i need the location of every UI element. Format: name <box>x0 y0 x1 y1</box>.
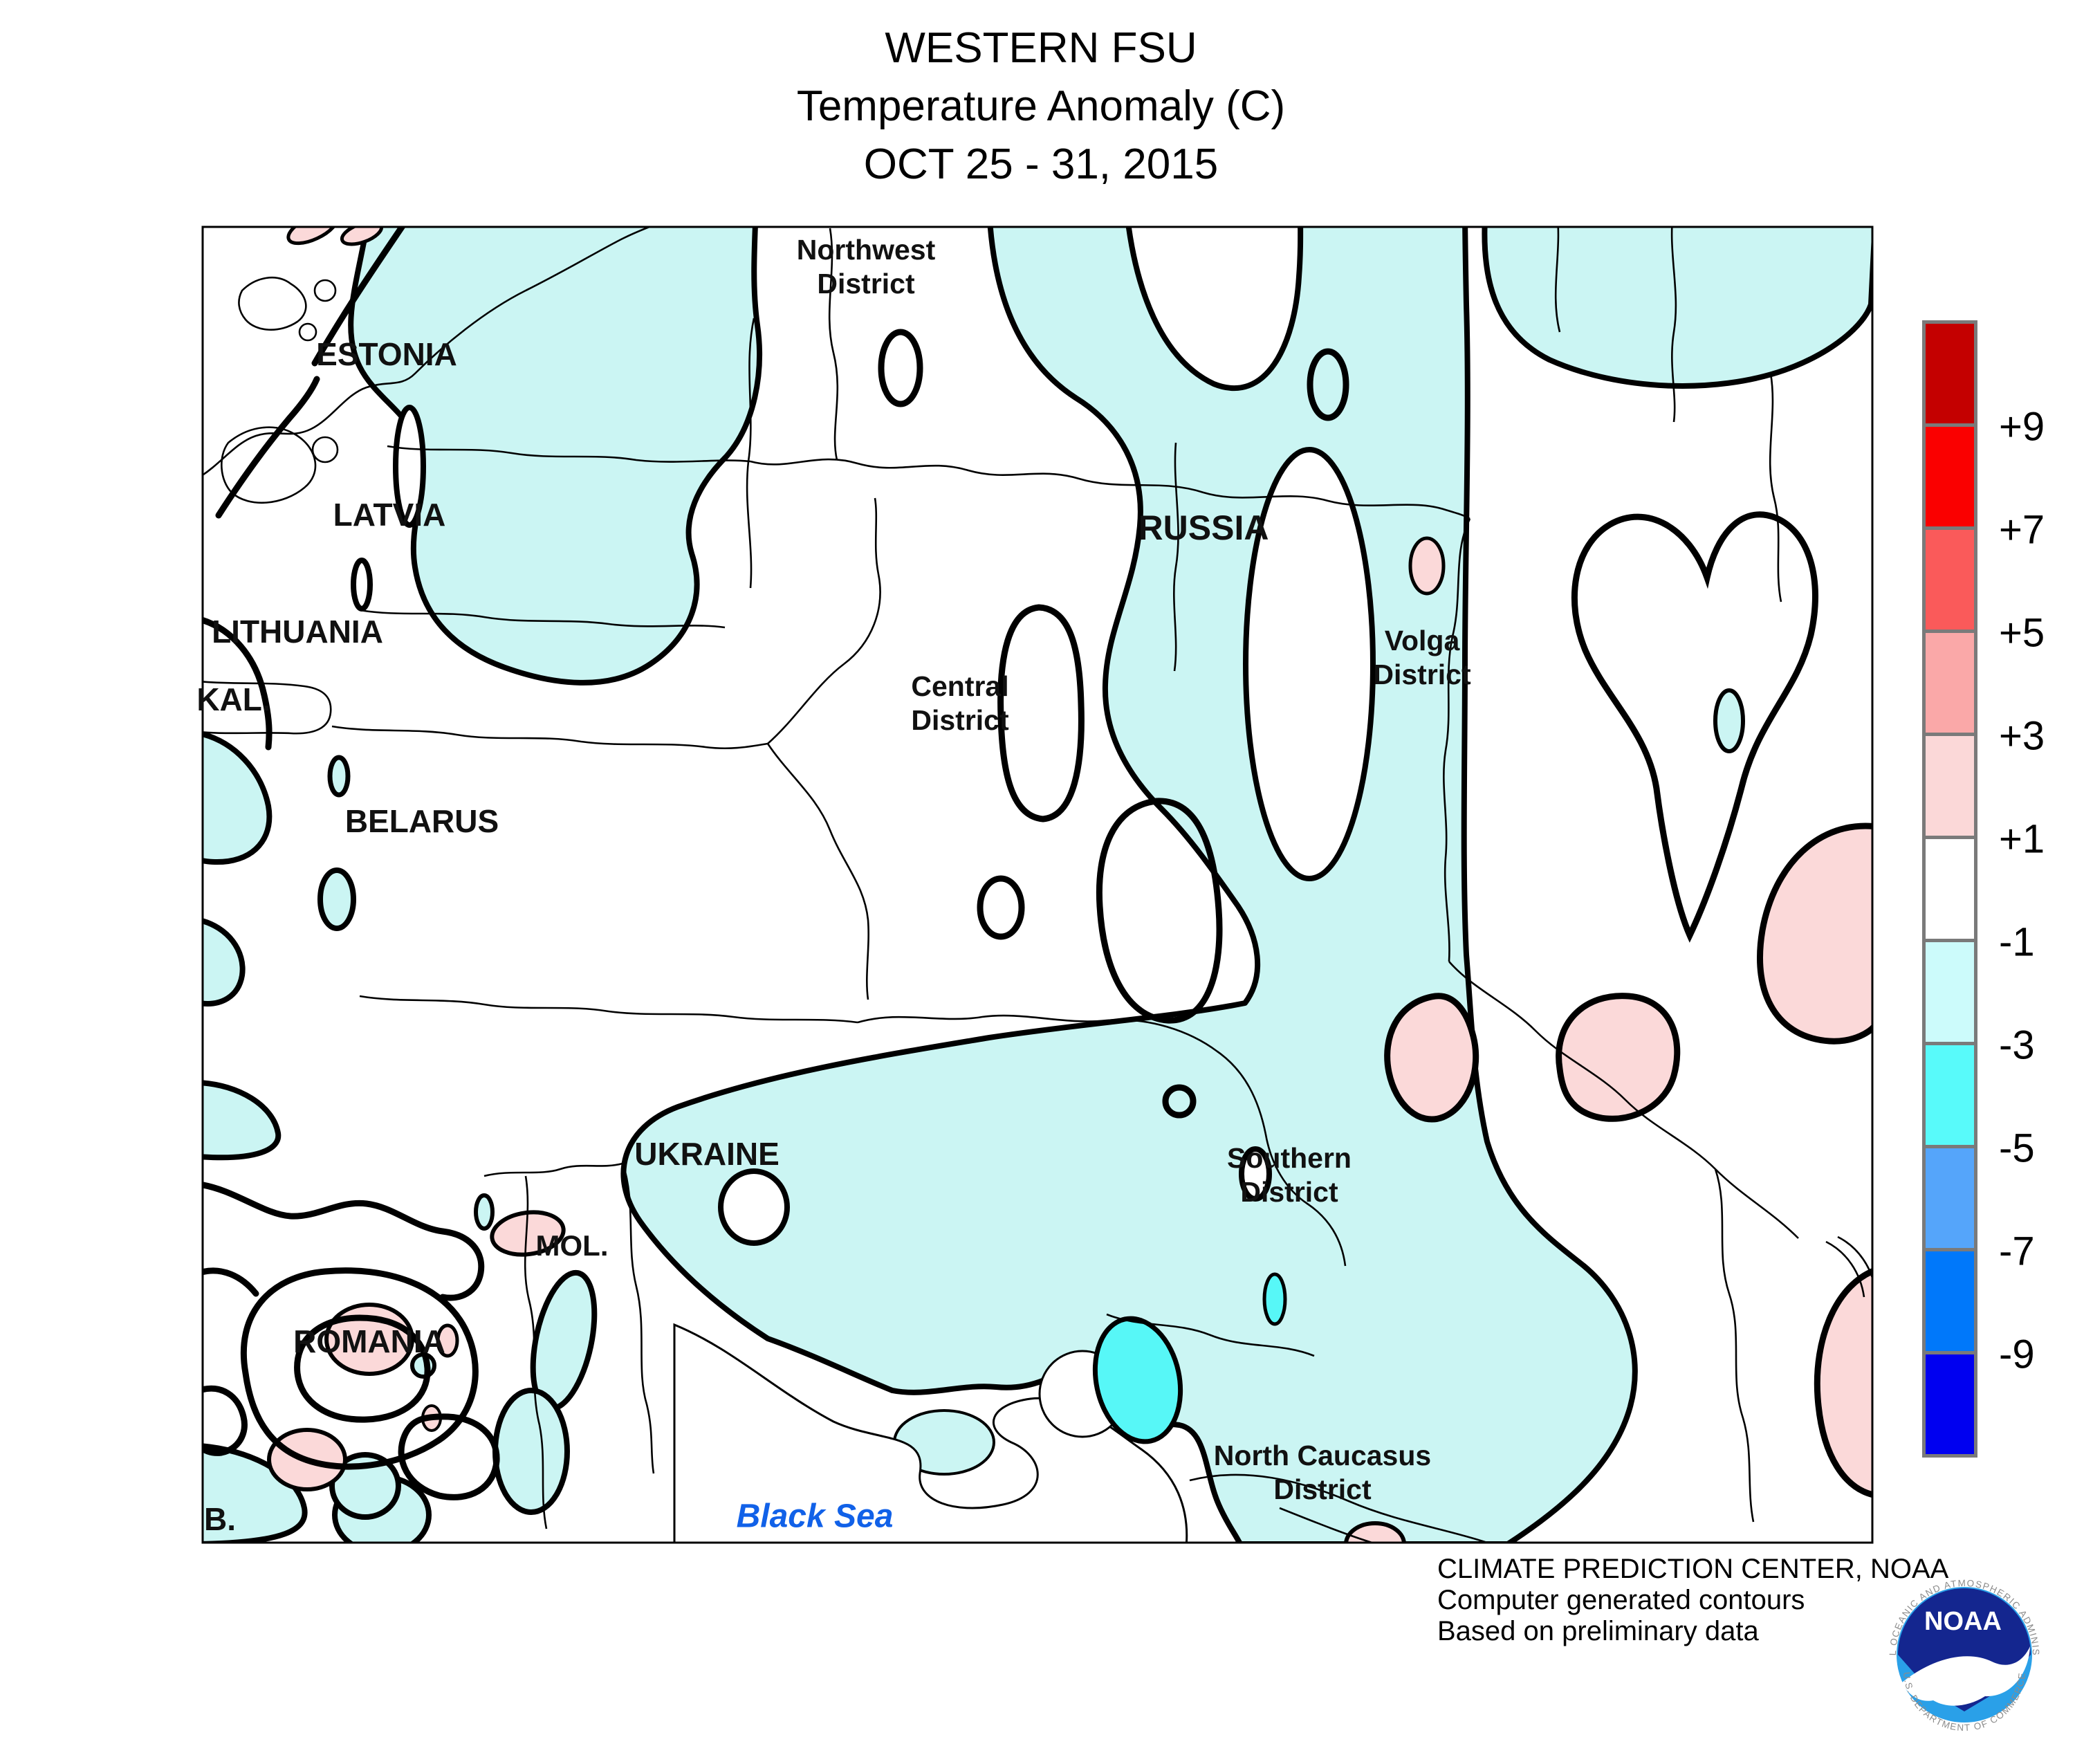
cold-anomaly-regions <box>203 227 1872 1543</box>
title-line-variable: Temperature Anomaly (C) <box>796 82 1286 130</box>
legend-tick: +1 <box>1999 816 2045 862</box>
credits-block: CLIMATE PREDICTION CENTER, NOAA Computer… <box>1437 1554 1948 1647</box>
map-frame <box>201 226 1874 1544</box>
title-line-region: WESTERN FSU <box>885 24 1197 72</box>
label-romania: ROMANIA <box>293 1323 445 1359</box>
label-latvia: LATVIA <box>333 497 446 533</box>
political-borders <box>203 227 1872 1543</box>
page-title: WESTERN FSU Temperature Anomaly (C) OCT … <box>797 19 1285 194</box>
legend-box <box>1926 530 1974 630</box>
label-central-district: Central District <box>911 670 1009 736</box>
legend-box <box>1926 1148 1974 1248</box>
label-northwest-district: Northwest District <box>796 234 936 300</box>
label-north-caucasus-district: North Caucasus District <box>1213 1440 1432 1505</box>
legend-tick: +3 <box>1999 713 2045 759</box>
label-estonia: ESTONIA <box>316 336 457 372</box>
label-kaliningrad: KAL. <box>196 681 271 717</box>
legend-tick: +9 <box>1999 404 2045 450</box>
legend-tick: -1 <box>1999 919 2035 965</box>
legend-tick: -3 <box>1999 1022 2035 1068</box>
legend-box <box>1926 633 1974 733</box>
label-bulgaria: B. <box>204 1501 236 1537</box>
legend-tick: +5 <box>1999 610 2045 656</box>
credits-line-source: CLIMATE PREDICTION CENTER, NOAA <box>1437 1554 1949 1584</box>
credits-line-method: Computer generated contours <box>1437 1585 1805 1615</box>
legend-tick: +7 <box>1999 507 2045 553</box>
label-belarus: BELARUS <box>344 803 499 839</box>
zero-contour-loops <box>203 227 1818 1500</box>
label-ukraine: UKRAINE <box>634 1136 780 1172</box>
legend-box <box>1926 427 1974 526</box>
legend-box <box>1926 942 1974 1042</box>
legend-box <box>1926 839 1974 939</box>
label-black-sea: Black Sea <box>736 1498 894 1535</box>
credits-line-caveat: Based on preliminary data <box>1437 1616 1759 1646</box>
label-moldova: MOL. <box>535 1229 609 1262</box>
legend-box <box>1926 1354 1974 1454</box>
legend-box <box>1926 324 1974 423</box>
legend-box <box>1926 736 1974 836</box>
legend-box <box>1926 1251 1974 1351</box>
anomaly-color-scale <box>1922 320 1977 1458</box>
noaa-logo-text: NOAA <box>1924 1607 2002 1636</box>
legend-box <box>1926 1045 1974 1145</box>
legend-tick: -9 <box>1999 1332 2035 1377</box>
label-southern-district: Southern District <box>1227 1142 1352 1208</box>
legend-tick: -7 <box>1999 1229 2035 1274</box>
label-russia: RUSSIA <box>1138 508 1269 547</box>
legend-tick: -5 <box>1999 1126 2035 1171</box>
label-volga-district: Volga District <box>1373 625 1471 690</box>
label-lithuania: LITHUANIA <box>212 614 383 650</box>
colder-anomaly-spots <box>1092 1272 1287 1444</box>
title-line-daterange: OCT 25 - 31, 2015 <box>863 140 1219 188</box>
